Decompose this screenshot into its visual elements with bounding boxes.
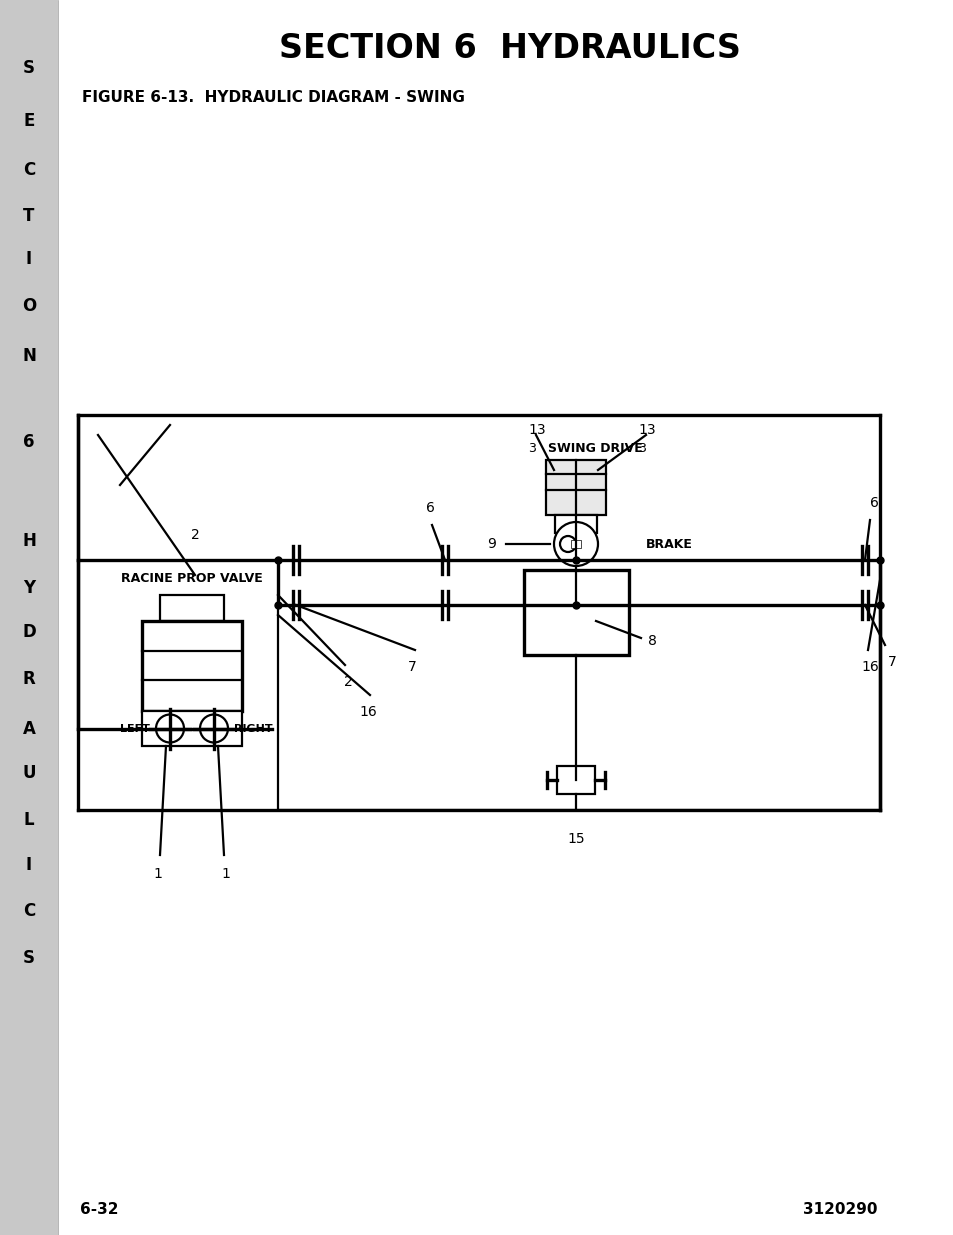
Text: D: D <box>22 624 36 641</box>
Text: L: L <box>24 811 34 829</box>
Bar <box>545 459 605 515</box>
Bar <box>142 711 242 746</box>
Text: 15: 15 <box>567 832 584 846</box>
Text: BRAKE: BRAKE <box>645 537 692 551</box>
Text: SECTION 6  HYDRAULICS: SECTION 6 HYDRAULICS <box>279 32 740 64</box>
Text: I: I <box>26 251 32 268</box>
Bar <box>160 595 224 621</box>
Text: I: I <box>26 856 32 873</box>
Bar <box>571 540 580 548</box>
Bar <box>523 571 628 655</box>
Text: 6-32: 6-32 <box>80 1203 118 1218</box>
Text: 6: 6 <box>23 433 34 451</box>
Bar <box>557 766 595 794</box>
Text: 16: 16 <box>861 659 878 674</box>
Text: 2: 2 <box>191 529 199 542</box>
Text: 16: 16 <box>358 705 376 719</box>
Text: S: S <box>23 59 35 77</box>
Text: C: C <box>23 903 35 920</box>
Text: 9: 9 <box>487 537 496 551</box>
Text: C: C <box>23 162 35 179</box>
Text: T: T <box>23 207 34 225</box>
Text: 6: 6 <box>868 496 878 510</box>
Circle shape <box>559 536 576 552</box>
Text: 13: 13 <box>527 424 545 437</box>
Text: 2: 2 <box>343 676 352 689</box>
Text: FIGURE 6-13.  HYDRAULIC DIAGRAM - SWING: FIGURE 6-13. HYDRAULIC DIAGRAM - SWING <box>82 90 464 105</box>
Text: 6: 6 <box>425 501 434 515</box>
Text: 7: 7 <box>407 659 416 674</box>
Text: U: U <box>22 764 35 782</box>
Text: 3: 3 <box>527 441 536 454</box>
Text: 3: 3 <box>638 441 645 454</box>
Text: 1: 1 <box>221 867 231 881</box>
Text: 3120290: 3120290 <box>802 1203 877 1218</box>
Bar <box>0 0 58 1235</box>
Bar <box>142 621 242 711</box>
Circle shape <box>554 522 598 566</box>
Text: 7: 7 <box>887 655 896 669</box>
Text: O: O <box>22 298 36 315</box>
Text: N: N <box>22 347 36 364</box>
Bar <box>555 515 597 534</box>
Text: RACINE PROP VALVE: RACINE PROP VALVE <box>121 572 263 585</box>
Text: 1: 1 <box>153 867 162 881</box>
Text: 8: 8 <box>647 634 657 647</box>
Text: LEFT: LEFT <box>120 724 150 734</box>
Circle shape <box>200 715 228 742</box>
Circle shape <box>156 715 184 742</box>
Text: SWING DRIVE: SWING DRIVE <box>547 441 642 454</box>
Text: H: H <box>22 532 36 550</box>
Text: Y: Y <box>23 579 35 597</box>
Text: RIGHT: RIGHT <box>233 724 273 734</box>
Text: E: E <box>23 112 34 130</box>
Text: S: S <box>23 950 35 967</box>
Text: 13: 13 <box>638 424 655 437</box>
Text: R: R <box>23 671 35 688</box>
Text: A: A <box>23 720 35 737</box>
